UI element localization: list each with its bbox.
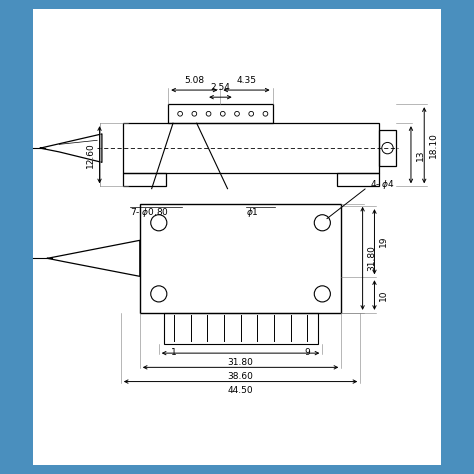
Text: 2.54: 2.54: [210, 83, 230, 92]
Text: 18.10: 18.10: [429, 132, 438, 158]
Bar: [168, 104, 273, 123]
Text: 13: 13: [416, 149, 425, 161]
Text: 5.08: 5.08: [184, 76, 204, 85]
Text: $\phi$1: $\phi$1: [246, 206, 259, 219]
Bar: [33, 9, 441, 465]
Text: 1: 1: [171, 348, 177, 357]
Text: 9: 9: [304, 348, 310, 357]
Bar: [123, 123, 379, 173]
Bar: [164, 313, 318, 344]
Bar: [123, 173, 166, 186]
Text: 31.80: 31.80: [228, 358, 254, 367]
Text: 19: 19: [379, 236, 388, 247]
Bar: [337, 173, 379, 186]
Bar: [379, 130, 396, 166]
Text: 12.60: 12.60: [86, 142, 95, 168]
Bar: [140, 204, 341, 313]
Text: 38.60: 38.60: [228, 372, 254, 381]
Text: 4.35: 4.35: [237, 76, 256, 85]
Text: 7- $\phi$0.80: 7- $\phi$0.80: [130, 206, 169, 219]
Text: 31.80: 31.80: [367, 246, 376, 271]
Text: 10: 10: [379, 289, 388, 301]
Text: 44.50: 44.50: [228, 386, 254, 395]
Text: 4- $\phi$4: 4- $\phi$4: [370, 178, 395, 191]
